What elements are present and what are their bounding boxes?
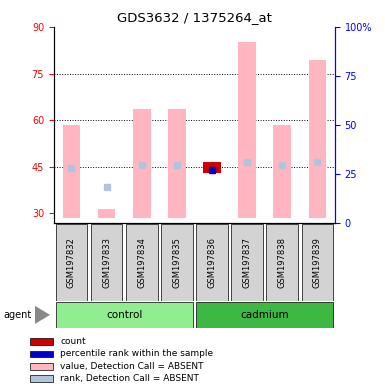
Text: GSM197838: GSM197838 (278, 237, 287, 288)
Bar (196, 302, 333, 328)
Text: control: control (106, 310, 142, 320)
Bar (126, 223, 157, 301)
Bar (30, 351, 53, 357)
Bar (56, 223, 87, 301)
Text: cadmium: cadmium (240, 310, 289, 320)
Text: GSM197832: GSM197832 (67, 237, 76, 288)
Bar (273, 125, 291, 218)
Bar (266, 223, 298, 301)
Bar (231, 223, 263, 301)
Bar (91, 223, 122, 301)
Text: GSM197833: GSM197833 (102, 237, 111, 288)
Polygon shape (35, 306, 50, 324)
Text: value, Detection Call = ABSENT: value, Detection Call = ABSENT (60, 362, 204, 371)
Bar (301, 223, 333, 301)
Text: GSM197836: GSM197836 (208, 237, 216, 288)
Bar (196, 223, 228, 301)
Text: GSM197839: GSM197839 (313, 237, 322, 288)
Bar (309, 60, 326, 218)
Bar (98, 209, 116, 218)
Bar (63, 125, 80, 218)
Text: GSM197837: GSM197837 (243, 237, 252, 288)
Text: count: count (60, 337, 86, 346)
Bar (30, 338, 53, 345)
Bar (30, 376, 53, 382)
Bar (56, 302, 192, 328)
Bar (161, 223, 192, 301)
Text: agent: agent (4, 310, 32, 320)
Text: percentile rank within the sample: percentile rank within the sample (60, 349, 213, 358)
Bar (30, 363, 53, 370)
Bar (203, 162, 221, 173)
Bar (238, 42, 256, 218)
Text: GSM197834: GSM197834 (137, 237, 146, 288)
Bar (168, 109, 186, 218)
Text: GSM197835: GSM197835 (172, 237, 181, 288)
Bar (133, 109, 151, 218)
Title: GDS3632 / 1375264_at: GDS3632 / 1375264_at (117, 11, 272, 24)
Text: rank, Detection Call = ABSENT: rank, Detection Call = ABSENT (60, 374, 199, 383)
